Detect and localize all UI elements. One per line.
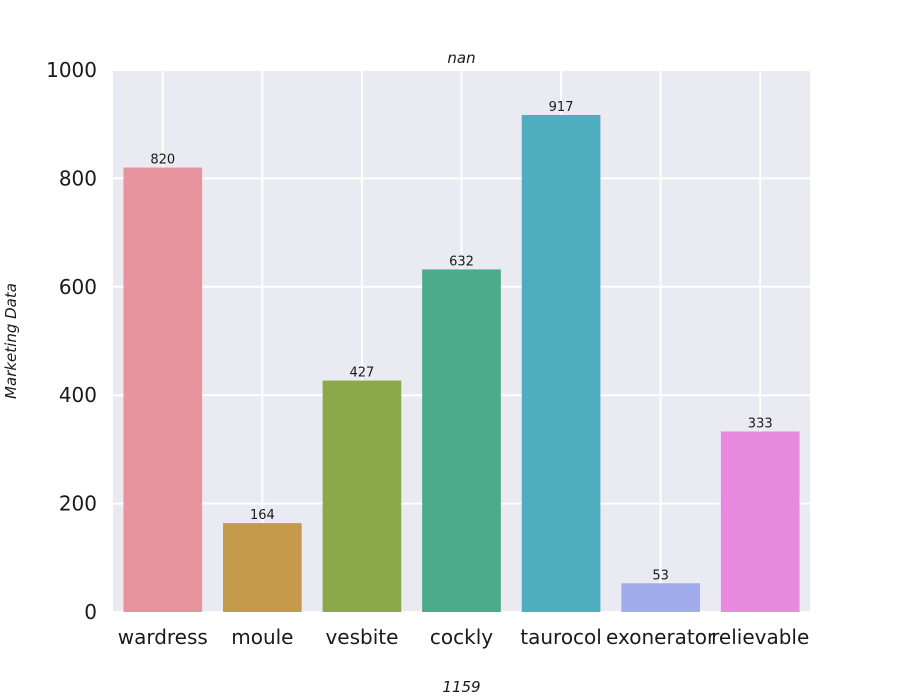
bar-relievable [720, 431, 800, 612]
y-tick-label-2: 400 [59, 383, 97, 407]
y-tick-label-1: 200 [59, 492, 97, 516]
x-tick-label-moule: moule [231, 625, 293, 649]
y-tick-label-3: 600 [59, 275, 97, 299]
bar-value-label-wardress: 820 [150, 153, 175, 168]
bar-exonerator [621, 583, 700, 612]
x-tick-label-cockly: cockly [430, 625, 493, 649]
bar-moule [223, 523, 302, 612]
bar-vesbite [322, 380, 402, 612]
bar-value-label-relievable: 333 [748, 417, 773, 432]
bar-wardress [123, 167, 203, 612]
bar-value-label-moule: 164 [250, 508, 275, 523]
bar-taurocol [521, 114, 601, 613]
bar-cockly [422, 269, 501, 612]
bar-value-label-taurocol: 917 [549, 100, 574, 115]
y-axis-ticks: 0 200 400 600 800 1000 [46, 58, 97, 624]
bars [123, 114, 800, 613]
x-tick-label-vesbite: vesbite [325, 625, 398, 649]
y-axis-label: Marketing Data [2, 283, 20, 399]
bar-value-label-vesbite: 427 [350, 366, 375, 381]
y-tick-label-4: 800 [59, 166, 97, 190]
chart-title: nan [447, 49, 475, 67]
x-axis-label: 1159 [442, 678, 480, 696]
x-tick-label-relievable: relievable [711, 625, 809, 649]
x-tick-label-wardress: wardress [118, 625, 208, 649]
x-tick-label-taurocol: taurocol [520, 625, 602, 649]
y-tick-label-5: 1000 [46, 58, 97, 82]
y-tick-label-0: 0 [84, 600, 97, 624]
x-tick-label-exonerator: exonerator [606, 625, 716, 649]
x-axis-ticks: wardress moule vesbite cockly taurocol exoner… [118, 625, 810, 649]
bar-value-labels: 820 164 427 632 917 53 333 [150, 100, 772, 583]
bar-value-label-exonerator: 53 [652, 568, 669, 583]
bar-value-label-cockly: 632 [449, 254, 474, 269]
